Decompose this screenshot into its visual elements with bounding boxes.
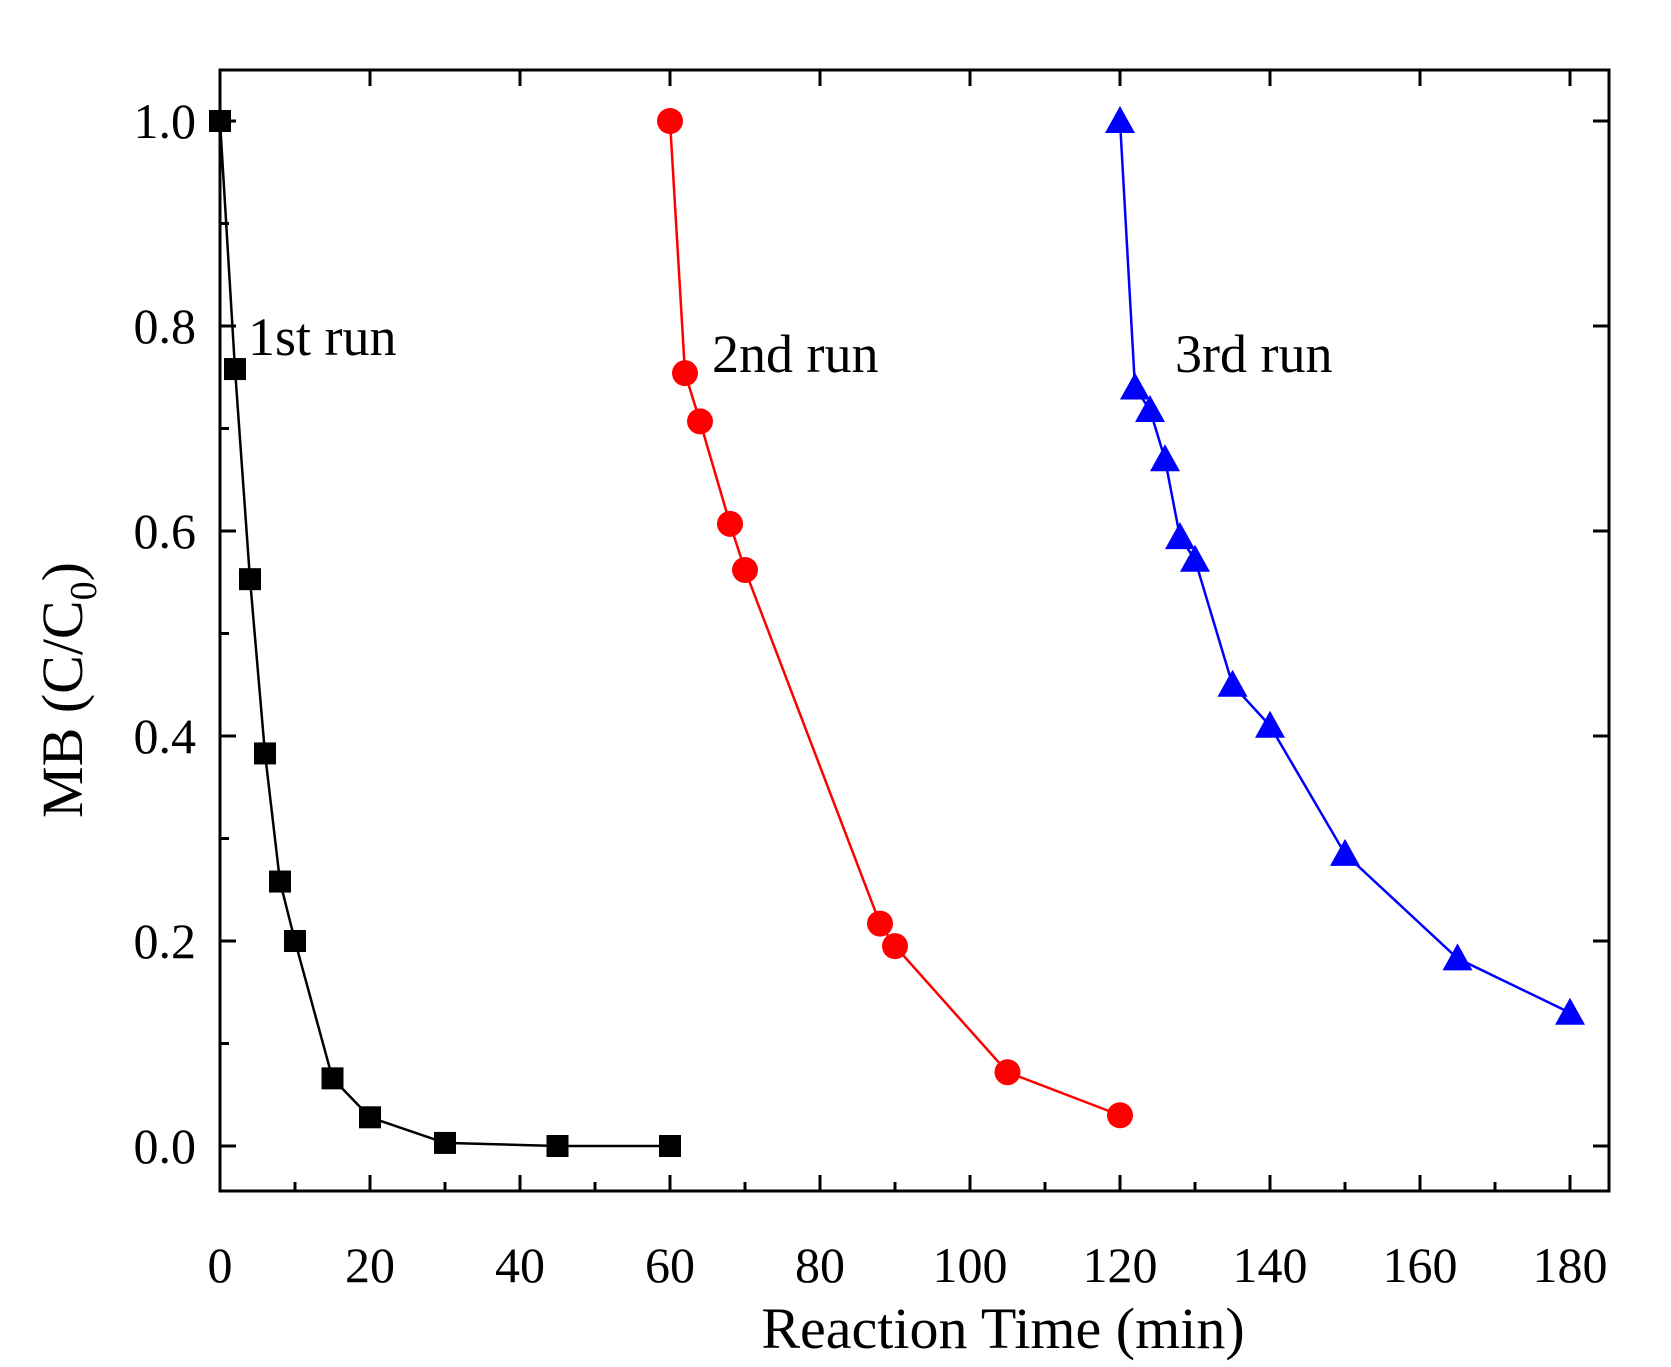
data-point-square	[239, 568, 261, 591]
data-point-square	[269, 870, 291, 893]
major-ticks	[218, 70, 1609, 1191]
y-tick-label: 0.4	[134, 708, 197, 764]
data-point-circle	[717, 510, 743, 537]
x-tick-label: 120	[1083, 1237, 1158, 1293]
data-point-triangle	[1180, 544, 1210, 572]
data-point-circle	[1107, 1102, 1133, 1129]
data-point-circle	[687, 408, 713, 435]
minor-ticks	[220, 222, 1497, 1191]
data-point-square	[659, 1135, 681, 1157]
data-point-triangle	[1165, 522, 1195, 550]
series-2	[657, 108, 1133, 1129]
data-point-triangle	[1255, 710, 1285, 738]
data-point-square	[254, 742, 276, 765]
plot-area-frame	[218, 68, 1611, 1193]
data-point-triangle	[1105, 106, 1135, 133]
data-point-square	[321, 1067, 344, 1090]
data-point-circle	[732, 556, 758, 583]
data-point-square	[284, 930, 306, 952]
data-point-triangle	[1120, 372, 1150, 400]
data-point-triangle	[1555, 997, 1585, 1025]
y-axis-title-main: MB (C/C	[30, 600, 95, 818]
x-tick-label: 140	[1233, 1237, 1308, 1293]
data-point-triangle	[1442, 943, 1473, 971]
data-point-triangle	[1330, 838, 1360, 866]
data-point-triangle	[1150, 444, 1180, 472]
y-tick-label: 1.0	[134, 93, 197, 149]
y-tick-label: 0.0	[134, 1118, 197, 1174]
series-3	[1105, 106, 1585, 1025]
data-point-circle	[672, 360, 698, 387]
x-tick-labels: 0 20 40 60 80 100 120 140 160 180	[208, 1237, 1608, 1293]
x-tick-label: 0	[208, 1237, 233, 1293]
y-axis-title-close: )	[30, 562, 95, 581]
y-tick-label: 0.8	[134, 298, 197, 354]
series-line	[668, 120, 1121, 1117]
data-point-triangle	[1217, 669, 1248, 697]
annotation-3rd-run: 3rd run	[1175, 324, 1332, 384]
y-axis-title-subscript: 0	[63, 581, 105, 600]
y-axis-title: MB (C/C0)	[30, 562, 105, 818]
x-tick-label: 100	[933, 1237, 1008, 1293]
x-tick-label: 60	[645, 1237, 695, 1293]
x-axis-title: Reaction Time (min)	[761, 1296, 1244, 1361]
x-tick-label: 160	[1383, 1237, 1458, 1293]
data-point-square	[224, 358, 246, 381]
annotation-1st-run: 1st run	[248, 307, 397, 367]
annotation-2nd-run: 2nd run	[712, 324, 878, 384]
data-point-circle	[657, 108, 683, 134]
x-tick-label: 20	[345, 1237, 395, 1293]
x-tick-label: 40	[495, 1237, 545, 1293]
x-tick-label: 180	[1533, 1237, 1608, 1293]
series-1	[209, 110, 681, 1157]
y-tick-label: 0.6	[134, 503, 197, 559]
data-point-circle	[882, 933, 908, 960]
x-tick-label: 80	[795, 1237, 845, 1293]
y-tick-label: 0.2	[134, 913, 197, 969]
data-point-square	[546, 1135, 569, 1157]
y-tick-labels: 0.0 0.2 0.4 0.6 0.8 1.0	[134, 93, 197, 1174]
data-point-square	[359, 1106, 381, 1129]
data-point-circle	[994, 1059, 1021, 1086]
data-point-square	[209, 110, 231, 132]
series-layer	[209, 106, 1585, 1157]
data-point-triangle	[1135, 395, 1165, 423]
data-point-square	[434, 1131, 456, 1154]
data-point-circle	[867, 910, 893, 937]
series-line	[218, 120, 670, 1148]
